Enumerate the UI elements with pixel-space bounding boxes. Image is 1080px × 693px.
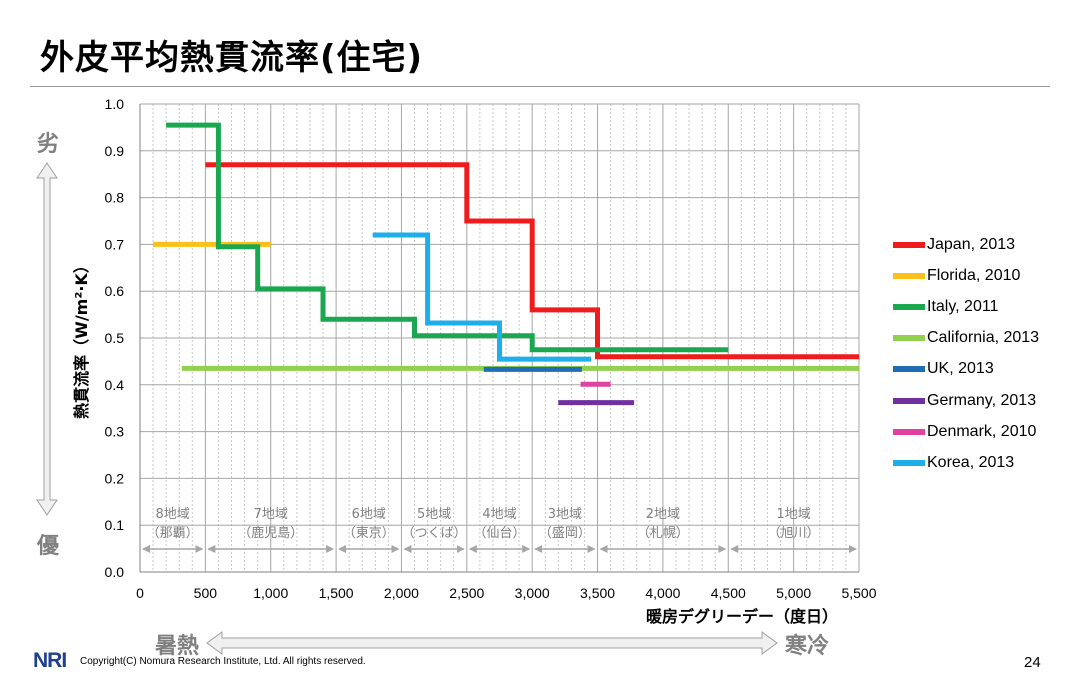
x-tick-label: 5,000 xyxy=(776,585,811,601)
nri-logo: NRI xyxy=(33,649,67,672)
page-number: 24 xyxy=(1024,654,1041,671)
legend-label: Japan, 2013 xyxy=(927,235,1016,253)
side-label-inferior: 劣 xyxy=(37,132,60,157)
legend-item-uk: UK, 2013 xyxy=(893,354,1039,385)
region-city-label: （那覇） xyxy=(147,526,199,541)
bottom-label-cold: 寒冷 xyxy=(785,634,830,659)
x-tick-label: 4,500 xyxy=(711,585,746,601)
y-tick-label: 0.3 xyxy=(105,424,125,440)
region-city-label: （東京） xyxy=(343,525,395,541)
legend-item-denmark: Denmark, 2010 xyxy=(893,416,1039,447)
legend-label: Korea, 2013 xyxy=(927,453,1015,471)
region-zone-label: 7地域 xyxy=(254,507,288,522)
legend-swatch xyxy=(893,303,925,310)
region-city-label: （鹿児島） xyxy=(238,525,303,541)
legend-item-italy: Italy, 2011 xyxy=(893,291,1039,322)
slide-title: 外皮平均熱貫流率(住宅) xyxy=(40,38,424,78)
title-divider xyxy=(30,86,1050,87)
quality-arrow xyxy=(36,162,58,516)
region-city-label: （旭川） xyxy=(768,526,820,541)
legend-swatch xyxy=(893,366,925,373)
x-tick-label: 500 xyxy=(194,585,218,601)
region-zone-label: 4地域 xyxy=(482,507,516,522)
legend-swatch xyxy=(893,272,925,279)
region-city-label: （つくば） xyxy=(402,526,467,541)
legend-swatch xyxy=(893,397,925,404)
region-zone-label: 3地域 xyxy=(548,507,582,522)
legend-swatch xyxy=(893,428,925,435)
legend-label: Denmark, 2010 xyxy=(927,422,1037,440)
region-zone-label: 8地域 xyxy=(156,507,190,522)
series-line-italy xyxy=(166,122,729,353)
y-tick-label: 0.2 xyxy=(105,470,125,486)
x-tick-label: 3,000 xyxy=(515,585,550,601)
y-tick-label: 0.8 xyxy=(105,190,125,206)
y-axis-title: 熱貫流率（W/m²·K） xyxy=(72,257,91,419)
legend-swatch xyxy=(893,459,925,466)
chart-legend: Japan, 2013 Florida, 2010 Italy, 2011 Ca… xyxy=(893,229,1039,479)
legend-label: California, 2013 xyxy=(927,329,1040,347)
region-zone-label: 1地域 xyxy=(776,507,810,522)
side-label-superior: 優 xyxy=(37,534,60,559)
y-tick-label: 1.0 xyxy=(105,96,125,112)
y-tick-label: 0.5 xyxy=(105,330,125,346)
legend-label: Germany, 2013 xyxy=(927,391,1037,409)
region-zone-label: 5地域 xyxy=(417,507,451,522)
legend-item-japan: Japan, 2013 xyxy=(893,229,1039,260)
y-tick-label: 0.0 xyxy=(105,564,125,580)
region-city-label: （札幌） xyxy=(637,525,689,541)
region-zone-label: 6地域 xyxy=(352,507,386,522)
copyright-text: Copyright(C) Nomura Research Institute, … xyxy=(80,656,366,667)
x-tick-label: 2,500 xyxy=(449,585,484,601)
y-tick-label: 0.4 xyxy=(105,377,125,393)
y-tick-label: 0.6 xyxy=(105,283,125,299)
legend-label: Italy, 2011 xyxy=(927,297,999,315)
x-tick-label: 5,500 xyxy=(841,585,876,601)
legend-label: UK, 2013 xyxy=(927,360,994,378)
region-city-label: （仙台） xyxy=(473,526,525,541)
legend-item-florida: Florida, 2010 xyxy=(893,260,1039,291)
x-tick-label: 1,000 xyxy=(253,585,288,601)
bottom-label-hot: 暑熱 xyxy=(155,634,200,659)
y-tick-label: 0.9 xyxy=(105,143,125,159)
x-tick-label: 3,500 xyxy=(580,585,615,601)
region-zone-label: 2地域 xyxy=(646,507,680,522)
region-city-label: （盛岡） xyxy=(539,526,591,541)
y-tick-label: 0.1 xyxy=(105,517,125,533)
x-tick-label: 2,000 xyxy=(384,585,419,601)
legend-item-california: California, 2013 xyxy=(893,323,1039,354)
legend-swatch xyxy=(893,241,925,248)
climate-arrow xyxy=(206,631,778,655)
legend-swatch xyxy=(893,335,925,342)
legend-label: Florida, 2010 xyxy=(927,266,1021,284)
y-tick-label: 0.7 xyxy=(105,236,125,252)
x-tick-label: 0 xyxy=(136,585,144,601)
x-tick-label: 1,500 xyxy=(319,585,354,601)
series-line-korea xyxy=(372,232,591,362)
x-tick-label: 4,000 xyxy=(645,585,680,601)
legend-item-germany: Germany, 2013 xyxy=(893,385,1039,416)
legend-item-korea: Korea, 2013 xyxy=(893,447,1039,478)
x-axis-title: 暖房デグリーデー（度日） xyxy=(646,607,838,626)
